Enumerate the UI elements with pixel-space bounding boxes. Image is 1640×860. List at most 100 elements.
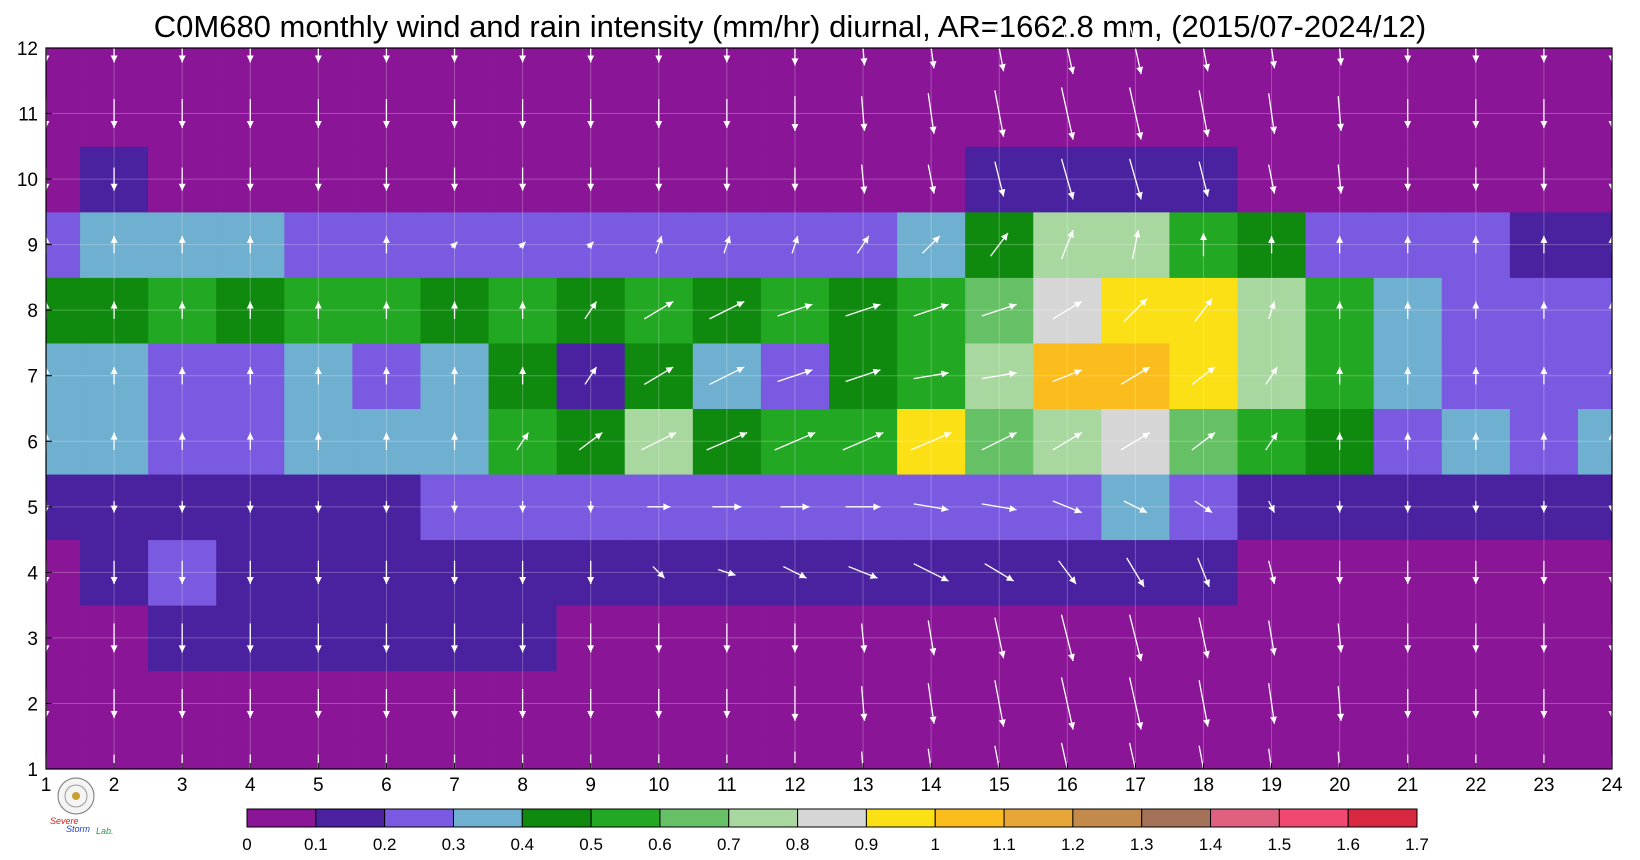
wind-arrow-m6-h20: [1336, 432, 1344, 450]
x-tick-label: 4: [245, 775, 256, 796]
wind-arrow-m8-h12: [777, 303, 813, 317]
wind-arrow-m10-h20: [1336, 164, 1344, 194]
colorbar-label: 1.2: [1061, 835, 1085, 854]
wind-arrow-m4-h9: [587, 560, 595, 584]
rain-cell-m5-h24: [1577, 474, 1613, 541]
wind-arrow-m3-h22: [1472, 623, 1480, 653]
wind-arrow-m11-h6: [382, 99, 390, 129]
wind-arrow-m5-h7: [451, 501, 459, 513]
wind-arrow-m8-h2: [110, 301, 118, 319]
wind-arrow-m11-h10: [655, 99, 663, 129]
wind-arrow-m3-h18: [1198, 617, 1210, 659]
wind-arrow-m6-h23: [1540, 432, 1548, 450]
y-tick-label: 4: [27, 563, 38, 584]
y-tick-label: 1: [27, 760, 38, 781]
wind-arrow-m8-h8: [519, 301, 527, 319]
wind-arrow-m10-h19: [1268, 164, 1277, 194]
wind-arrow-m7-h9: [584, 366, 598, 385]
rain-cell-m6-h24: [1577, 408, 1613, 475]
wind-arrow-m5-h5: [314, 501, 322, 513]
wind-arrow-m2-h15: [994, 680, 1006, 727]
rain-intensity-cells: [46, 48, 1613, 770]
wind-arrow-m4-h12: [783, 565, 807, 579]
wind-arrow-m8-h10: [643, 300, 674, 320]
y-tick-label: 9: [27, 236, 38, 257]
colorbar-swatch: [797, 808, 867, 828]
wind-arrow-m11-h7: [451, 99, 459, 129]
wind-arrow-m5-h20: [1336, 501, 1344, 513]
wind-arrow-m2-h21: [1404, 688, 1412, 718]
colorbar-swatch: [1141, 808, 1212, 828]
wind-arrow-m3-h23: [1540, 623, 1548, 653]
wind-arrow-m7-h17: [1120, 366, 1151, 385]
wind-arrow-m4-h14: [913, 563, 949, 582]
wind-arrow-m2-h5: [314, 688, 322, 718]
wind-arrow-m11-h23: [1540, 99, 1548, 129]
wind-arrow-m3-h21: [1404, 623, 1412, 653]
wind-arrow-m4-h22: [1472, 560, 1480, 584]
wind-arrow-m8-h14: [913, 303, 949, 317]
wind-arrow-m9-h2: [110, 235, 118, 254]
colorbar: 0 0.1 0.2 0.3 0.4 0.5 0.6 0.7 0.8 0.9 1 1.1 1.2 1.3 1.…: [242, 808, 1429, 854]
wind-arrow-m9-h4: [246, 235, 254, 254]
wind-arrow-m7-h5: [314, 367, 322, 385]
rain-cell-m12-h18: [1169, 48, 1239, 82]
colorbar-label: 0.4: [510, 835, 534, 854]
wind-arrow-m9-h7: [449, 241, 458, 250]
colorbar-swatch: [315, 808, 386, 828]
wind-arrow-m5-h15: [981, 503, 1017, 513]
wind-arrow-m3-h12: [791, 623, 799, 653]
wind-arrow-m10-h22: [1472, 167, 1480, 191]
wind-arrow-m5-h22: [1472, 501, 1480, 513]
y-tick-label: 3: [27, 629, 38, 650]
rain-cell-m10-h24: [1577, 146, 1613, 213]
x-tick-label: 14: [921, 775, 943, 796]
colorbar-label: 0.2: [373, 835, 397, 854]
seal-center: [72, 792, 80, 800]
x-axis-ticks: 1 2 3 4 5 6 7 8 9 10 11 12 13 14 15 16 17 18 19 20 21 22 23 24: [41, 763, 1623, 796]
colorbar-swatch: [590, 808, 661, 828]
wind-arrow-m4-h6: [382, 560, 390, 584]
wind-arrow-m8-h3: [178, 301, 186, 319]
wind-arrow-m9-h23: [1540, 235, 1548, 254]
colorbar-label: 0.5: [579, 835, 603, 854]
logo-text-lab: Lab.: [96, 826, 114, 836]
x-tick-label: 22: [1465, 775, 1486, 796]
wind-arrow-m5-h12: [780, 503, 810, 511]
wind-arrow-m5-h18: [1194, 500, 1213, 514]
wind-arrow-m8-h18: [1194, 298, 1213, 323]
colorbar-swatch: [1278, 808, 1349, 828]
wind-arrow-m6-h19: [1265, 432, 1278, 451]
wind-arrow-m4-h20: [1336, 560, 1344, 584]
x-tick-label: 17: [1125, 775, 1146, 796]
y-tick-label: 7: [27, 367, 38, 388]
wind-arrow-m7-h21: [1404, 367, 1412, 385]
wind-arrow-m5-h19: [1268, 500, 1276, 513]
wind-arrow-m9-h15: [989, 232, 1009, 257]
wind-arrow-m5-h4: [246, 501, 254, 513]
x-tick-label: 9: [585, 775, 596, 796]
wind-arrow-m9-h10: [655, 235, 663, 254]
wind-arrow-m9-h17: [1131, 230, 1141, 260]
x-tick-label: 23: [1533, 775, 1554, 796]
x-tick-label: 11: [717, 775, 737, 796]
wind-arrow-m11-h16: [1060, 87, 1076, 140]
wind-arrow-m11-h19: [1268, 93, 1277, 134]
x-tick-label: 19: [1261, 775, 1282, 796]
wind-arrow-m9-h20: [1336, 235, 1344, 254]
wind-arrow-m6-h21: [1404, 432, 1412, 450]
wind-arrow-m7-h19: [1265, 366, 1278, 385]
wind-arrow-m10-h2: [110, 167, 118, 191]
wind-arrow-m10-h16: [1060, 158, 1075, 200]
wind-arrow-m6-h9: [578, 432, 603, 451]
wind-arrow-m7-h4: [246, 367, 254, 385]
wind-arrow-m4-h16: [1058, 560, 1077, 585]
wind-arrow-m6-h14: [910, 431, 952, 451]
wind-arrow-m7-h10: [643, 366, 674, 385]
wind-arrow-m6-h16: [1052, 432, 1083, 451]
wind-arrow-m3-h4: [246, 623, 254, 653]
colorbar-label: 0.1: [304, 835, 328, 854]
wind-arrow-m6-h10: [641, 431, 677, 451]
wind-arrow-m10-h3: [178, 167, 186, 191]
